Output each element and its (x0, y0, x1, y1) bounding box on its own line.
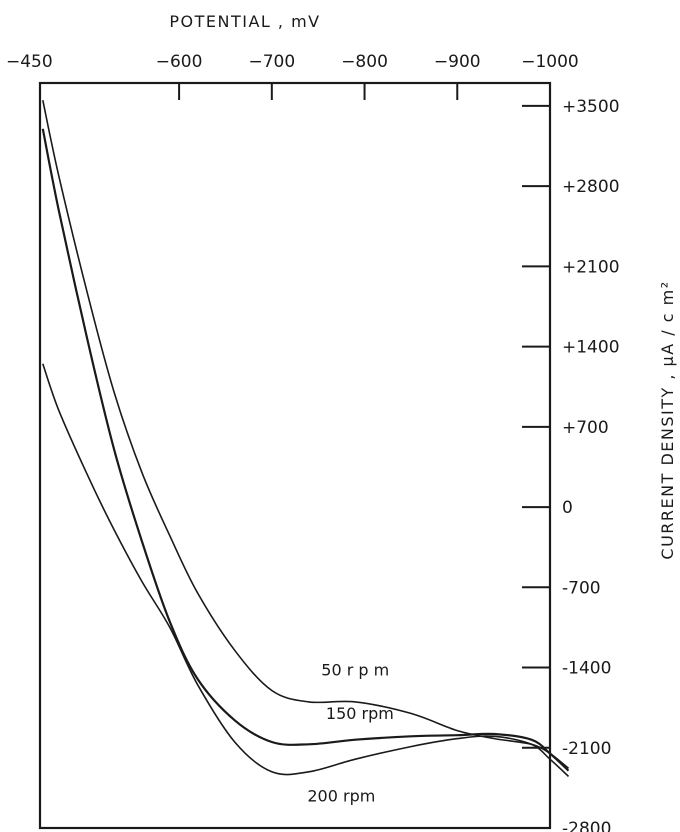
y-tick-label: -1400 (562, 659, 611, 679)
x-axis-ticks: −450 −600 −700 −800 −900 −1000 (6, 52, 579, 100)
y-tick-label: -2100 (562, 739, 611, 759)
y-tick-label: +2800 (562, 177, 620, 197)
y-tick-label: +2100 (562, 257, 620, 277)
x-tick-label: −1000 (521, 52, 579, 72)
curve-label-50-rpm: 50 r p m (321, 661, 389, 680)
curve-label-200-rpm: 200 rpm (307, 787, 375, 806)
y-axis-title: CURRENT DENSITY , µA / c m² (658, 280, 677, 559)
y-tick-label: -700 (562, 578, 601, 598)
y-tick-label: +1400 (562, 338, 620, 358)
x-tick-label: −800 (341, 52, 388, 72)
curve-labels: 50 r p m 150 rpm 200 rpm (307, 661, 393, 806)
y-tick-label: 0 (562, 498, 573, 518)
x-tick-label: −900 (434, 52, 481, 72)
y-axis-ticks: +3500 +2800 +2100 +1400 +700 0 -700 -1400 -2100 -… (522, 97, 620, 832)
plot-frame (38, 81, 552, 830)
y-tick-label: -2800 (562, 819, 611, 832)
series-group (41, 100, 570, 777)
series-line-50-rpm (42, 100, 570, 770)
y-tick-label: +700 (562, 418, 609, 438)
x-tick-label: −450 (6, 52, 53, 72)
series-line-150-rpm (41, 128, 570, 772)
curve-label-150-rpm: 150 rpm (326, 704, 394, 723)
x-tick-label: −700 (248, 52, 295, 72)
x-axis-title: POTENTIAL , mV (169, 12, 320, 31)
x-tick-label: −600 (156, 52, 203, 72)
y-tick-label: +3500 (562, 97, 620, 117)
series-line-200-rpm (42, 363, 570, 777)
